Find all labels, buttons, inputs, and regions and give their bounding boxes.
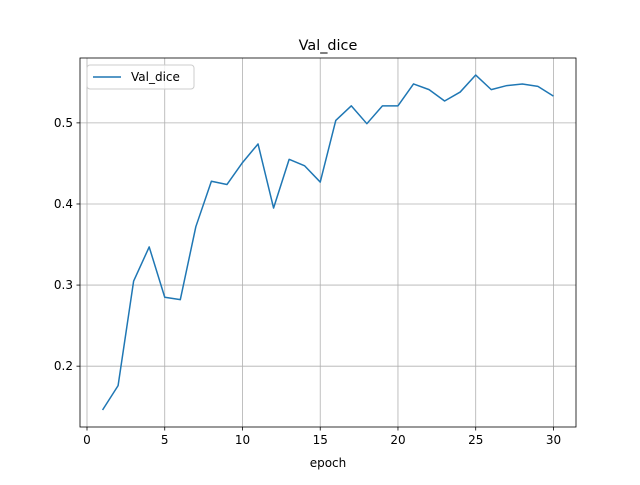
legend-label: Val_dice: [131, 70, 180, 84]
x-tick-label: 25: [468, 433, 483, 447]
y-tick-label: 0.3: [54, 278, 73, 292]
legend: Val_dice: [87, 65, 194, 89]
y-tick-label: 0.2: [54, 359, 73, 373]
x-tick-label: 0: [83, 433, 91, 447]
x-tick-label: 15: [313, 433, 328, 447]
axes-frame: [80, 58, 576, 427]
y-tick-label: 0.4: [54, 197, 73, 211]
x-axis-label: epoch: [310, 456, 347, 470]
series-layer: [103, 75, 554, 410]
x-tick-label: 10: [235, 433, 250, 447]
series-line-val_dice: [103, 75, 554, 410]
grid: [80, 58, 576, 427]
ticks: 0 5 10 15 20 25 30 0.2 0.3 0.4 0.5: [54, 116, 561, 447]
x-tick-label: 20: [390, 433, 405, 447]
x-tick-label: 5: [161, 433, 169, 447]
chart-title: Val_dice: [299, 38, 358, 54]
y-tick-label: 0.5: [54, 116, 73, 130]
x-tick-label: 30: [546, 433, 561, 447]
